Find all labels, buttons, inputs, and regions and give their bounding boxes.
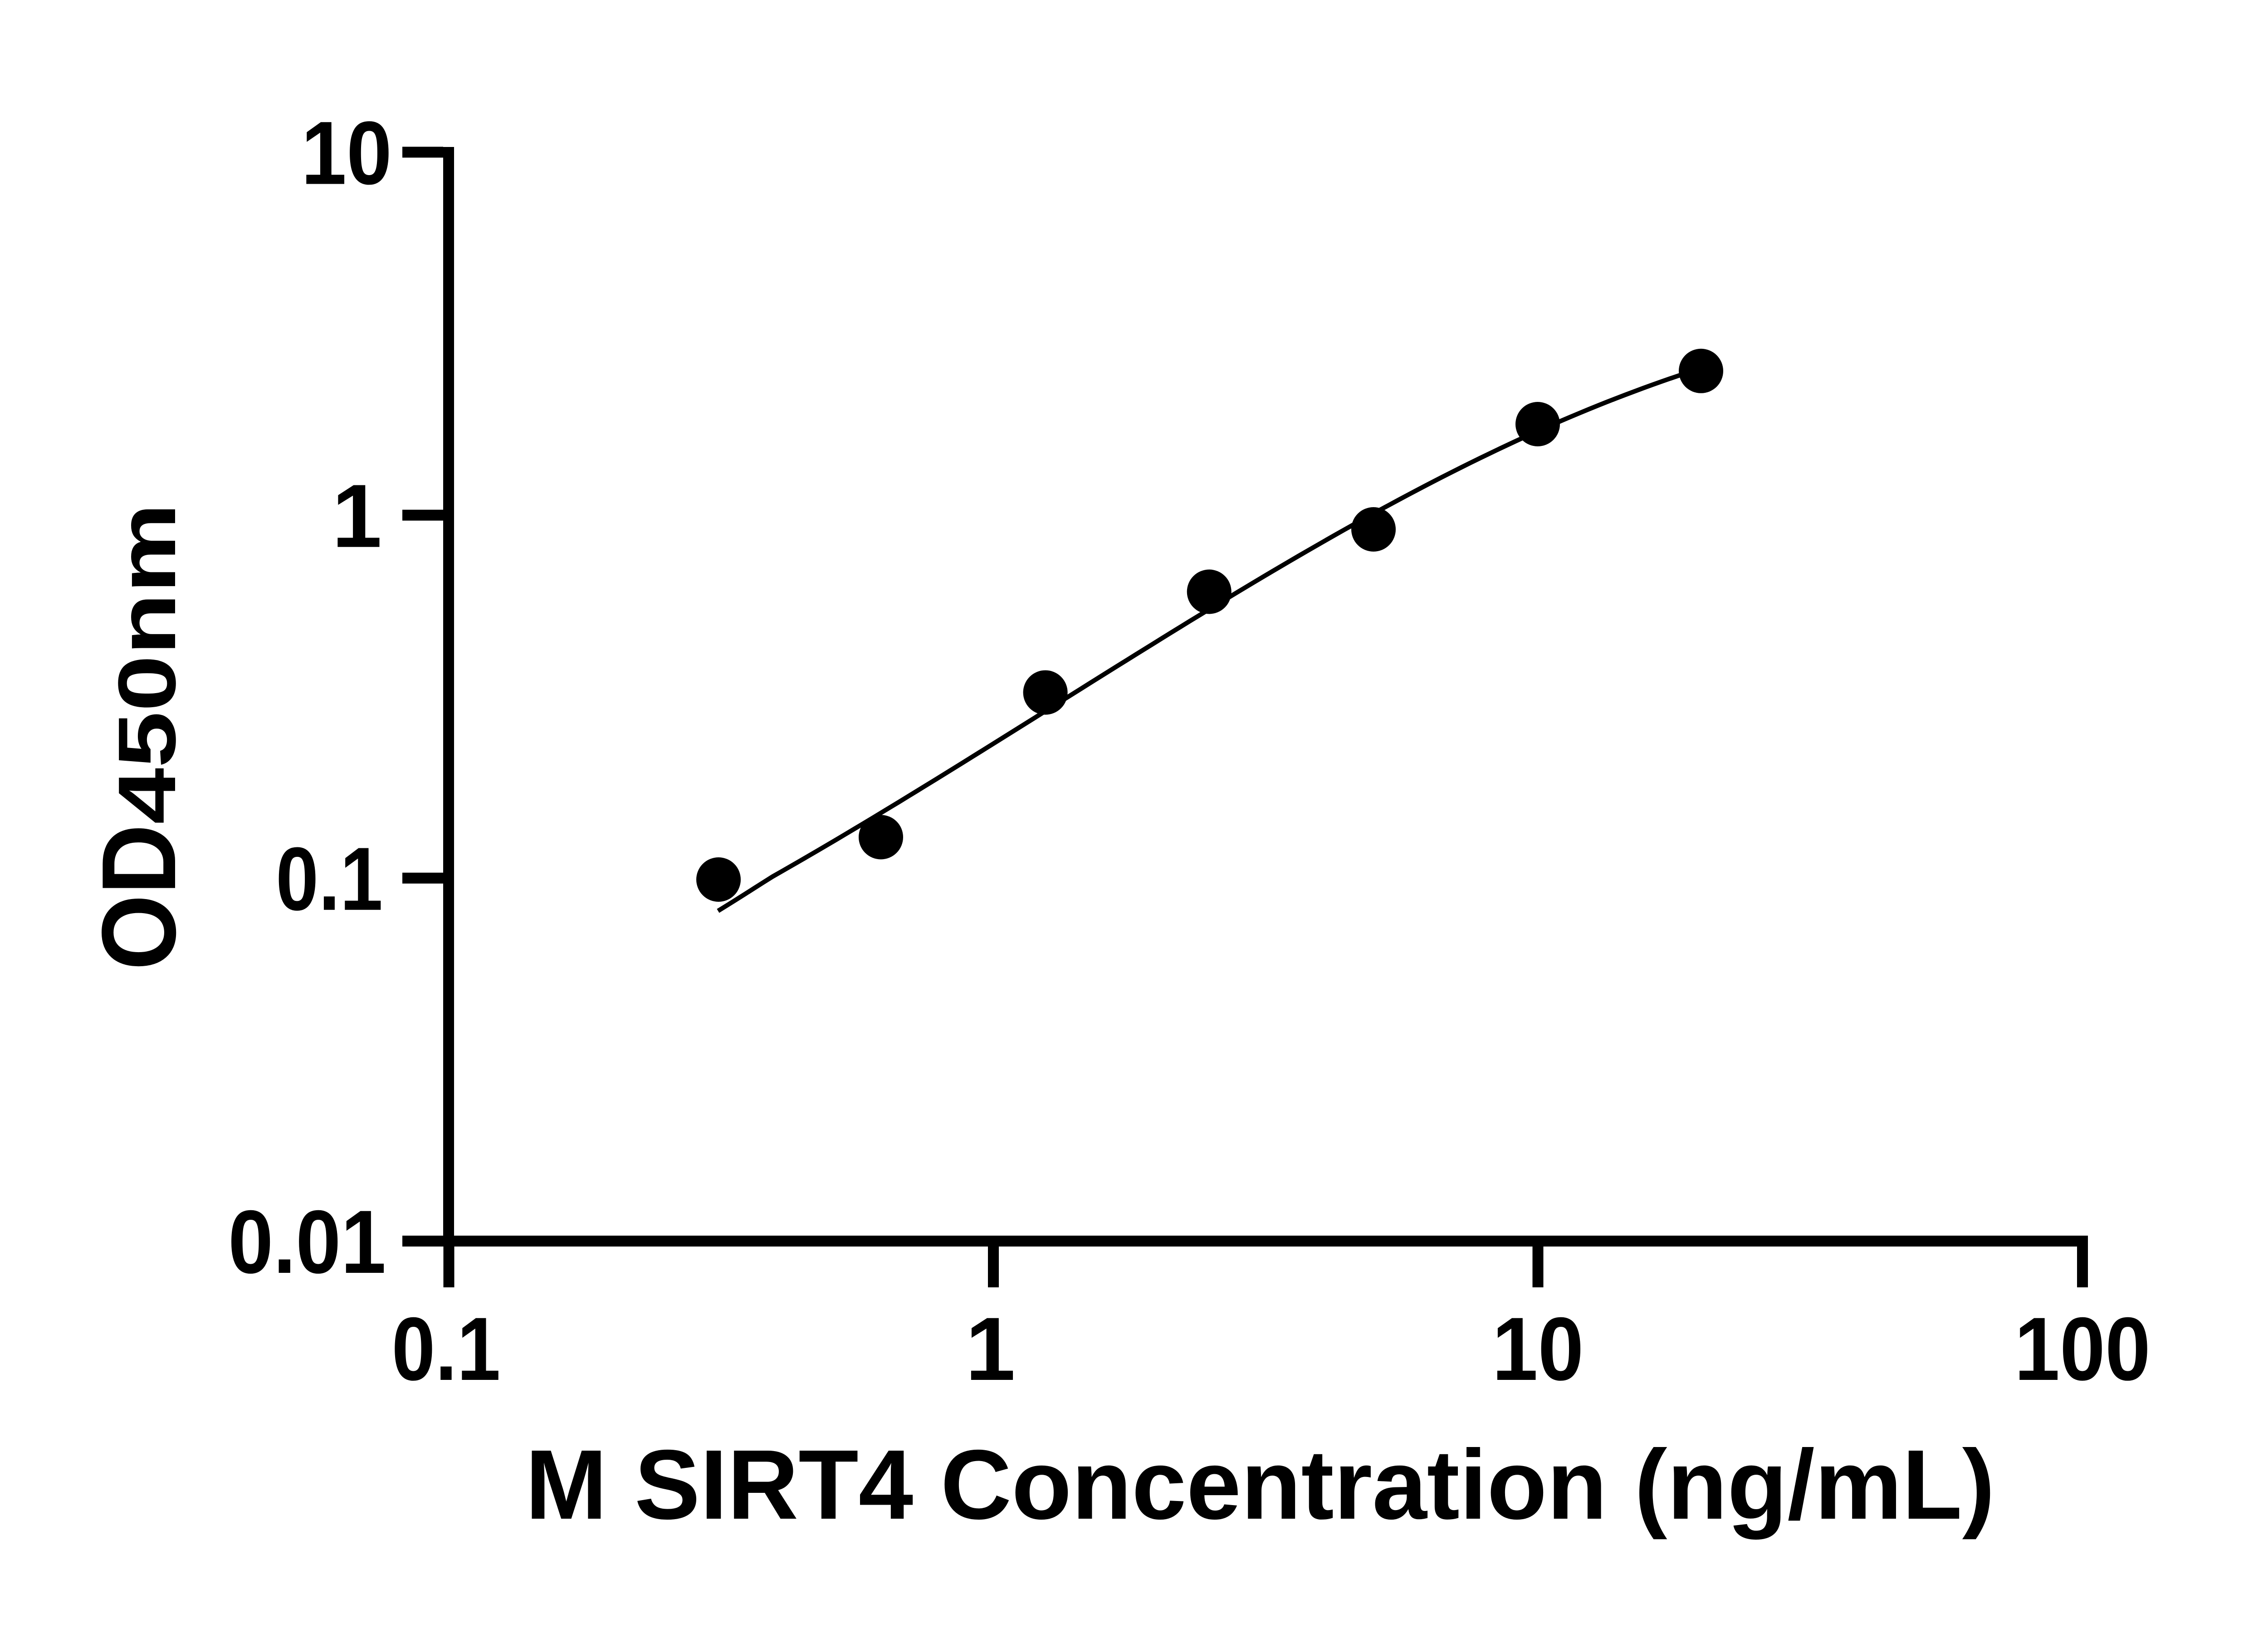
svg-text:10: 10: [1492, 1299, 1584, 1399]
svg-text:1: 1: [965, 1299, 1015, 1399]
svg-text:0.01: 0.01: [228, 1192, 386, 1292]
svg-text:0.1: 0.1: [276, 829, 383, 929]
svg-text:1: 1: [332, 466, 382, 566]
svg-text:100: 100: [2014, 1299, 2151, 1399]
svg-text:0.1: 0.1: [392, 1299, 501, 1399]
svg-text:10: 10: [301, 103, 392, 203]
svg-text:OD450nm: OD450nm: [80, 503, 198, 970]
svg-text:M SIRT4 Concentration (ng/mL): M SIRT4 Concentration (ng/mL): [525, 1430, 1995, 1540]
